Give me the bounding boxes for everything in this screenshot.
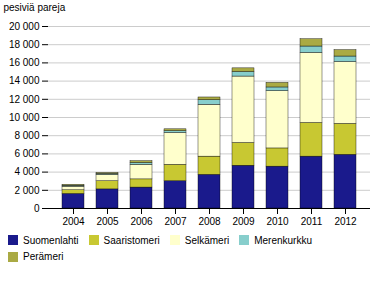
svg-text:2006: 2006 [130, 216, 153, 227]
html-text:Suomenlahti: Suomenlahti [23, 234, 79, 246]
html-text:Merenkurkku: Merenkurkku [254, 234, 312, 246]
svg-text:2009: 2009 [232, 216, 255, 227]
svg-text:2004: 2004 [62, 216, 85, 227]
svg-text:2010: 2010 [266, 216, 289, 227]
html-text:Selkämeri: Selkämeri [184, 234, 230, 246]
svg-text:8 000: 8 000 [14, 130, 39, 141]
svg-text:14 000: 14 000 [9, 75, 40, 86]
svg-text:2007: 2007 [164, 216, 187, 227]
svg-text:pesiviä pareja: pesiviä pareja [4, 2, 66, 13]
html-text:Saaristomeri: Saaristomeri [103, 234, 160, 246]
svg-text:12 000: 12 000 [9, 94, 40, 105]
svg-text:10 000: 10 000 [9, 112, 40, 123]
html-text:Perämeri: Perämeri [23, 251, 64, 263]
svg-text:16 000: 16 000 [9, 57, 40, 68]
svg-text:18 000: 18 000 [9, 39, 40, 50]
svg-text:2012: 2012 [334, 216, 357, 227]
svg-text:0: 0 [34, 203, 40, 214]
svg-text:2011: 2011 [301, 216, 323, 227]
svg-text:6 000: 6 000 [14, 148, 39, 159]
svg-text:2008: 2008 [198, 216, 221, 227]
svg-text:4 000: 4 000 [14, 166, 39, 177]
svg-text:20 000: 20 000 [9, 21, 40, 32]
svg-text:2 000: 2 000 [14, 185, 39, 196]
svg-text:2005: 2005 [96, 216, 119, 227]
